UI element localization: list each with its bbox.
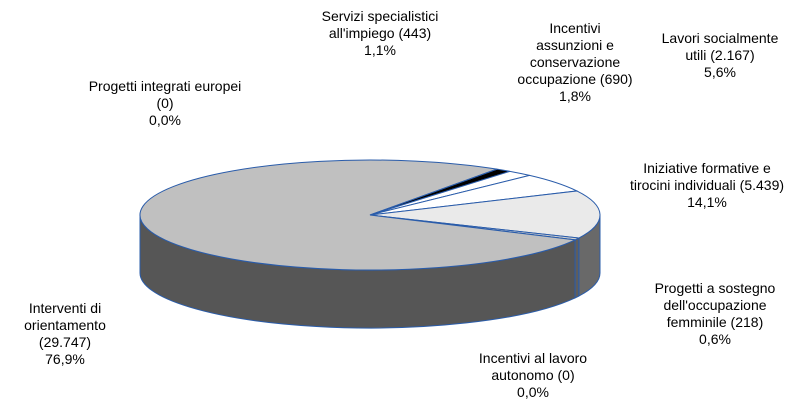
value-label: 76,9% — [45, 351, 85, 367]
value-label: 5,6% — [704, 64, 736, 80]
category-name: Servizi specialistici all'impiego (443) — [321, 8, 439, 41]
value-label: 1,1% — [364, 42, 396, 58]
value-label: 0,0% — [149, 112, 181, 128]
slice-label: Interventi di orientamento (29.747) 76,9% — [5, 300, 125, 368]
slice-label: Progetti integrati europei (0) 0,0% — [80, 78, 250, 129]
category-name: Incentivi assunzioni e conservazione occ… — [517, 20, 633, 87]
slice-label: Incentivi assunzioni e conservazione occ… — [515, 20, 635, 105]
slice-label: Lavori socialmente utili (2.167) 5,6% — [660, 30, 780, 81]
slice-label: Progetti a sostegno dell'occupazione fem… — [640, 280, 790, 348]
slice-label: Iniziative formative e tirocini individu… — [627, 160, 787, 211]
value-label: 0,6% — [699, 331, 731, 347]
category-name: Incentivi al lavoro autonomo (0) — [478, 350, 588, 383]
value-label: 1,8% — [559, 88, 591, 104]
category-name: Progetti integrati europei (0) — [88, 78, 242, 111]
slice — [139, 159, 577, 271]
category-name: Progetti a sostegno dell'occupazione fem… — [654, 280, 776, 330]
value-label: 0,0% — [517, 384, 549, 400]
slice-label: Servizi specialistici all'impiego (443) 1… — [315, 8, 445, 59]
slice — [369, 190, 601, 239]
slice-side — [574, 237, 580, 299]
category-name: Interventi di orientamento (29.747) — [24, 300, 106, 350]
slice — [369, 168, 498, 216]
value-label: 14,1% — [687, 194, 727, 210]
category-name: Lavori socialmente utili (2.167) — [661, 30, 779, 63]
category-name: Iniziative formative e tirocini individu… — [629, 160, 785, 193]
slice-label: Incentivi al lavoro autonomo (0) 0,0% — [463, 350, 603, 401]
